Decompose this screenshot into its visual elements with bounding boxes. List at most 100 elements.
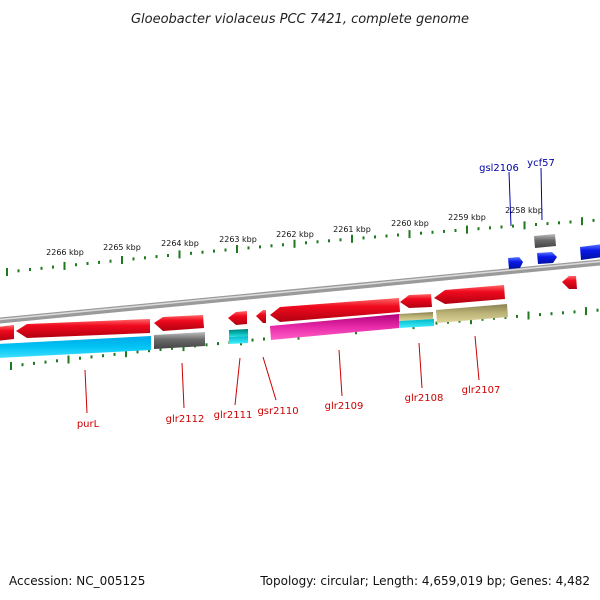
scale-tick-minor <box>136 350 139 354</box>
scale-tick-major <box>527 311 530 320</box>
scale-tick-minor <box>397 233 399 237</box>
scale-tick-minor <box>17 269 20 273</box>
gene-band-grey-glr2112[interactable] <box>154 332 205 349</box>
scale-tick-minor <box>362 236 365 240</box>
scale-tick-minor <box>148 349 150 353</box>
scale-tick-minor <box>247 246 250 250</box>
scale-tick-minor <box>132 257 135 261</box>
scale-tick-major <box>121 256 123 264</box>
gene-ycf57[interactable] <box>537 252 557 264</box>
scale-tick-minor <box>167 254 169 257</box>
scale-tick-major <box>351 234 353 243</box>
scale-tick-minor <box>504 315 507 319</box>
scale-tick-minor <box>316 240 319 244</box>
scale-tick-minor <box>420 231 422 235</box>
scale-tick-minor <box>98 260 100 264</box>
gene-label[interactable]: glr2109 <box>325 401 364 412</box>
scale-tick-major <box>585 307 587 316</box>
scale-tick-major <box>466 225 468 234</box>
scale-tick-minor <box>339 238 342 242</box>
scale-tick-major <box>236 245 238 253</box>
tick-label: 2261 kbp <box>333 225 371 234</box>
scale-tick-major <box>178 250 181 259</box>
scale-tick-minor <box>454 229 457 232</box>
scale-tick-minor <box>516 314 518 318</box>
gene-gsr2110[interactable] <box>256 310 266 323</box>
scale-tick-minor <box>535 223 537 226</box>
gene-glr2107[interactable] <box>434 285 505 304</box>
gene-label[interactable]: glr2111 <box>214 410 253 421</box>
scale-tick-minor <box>550 312 553 316</box>
scale-tick-minor <box>109 259 112 263</box>
scale-tick-minor <box>251 338 254 342</box>
accession-text: Accession: NC_005125 <box>9 574 146 588</box>
scale-tick-minor <box>144 256 146 260</box>
scale-tick-minor <box>171 346 173 350</box>
scale-tick-minor <box>52 265 54 269</box>
scale-ticks-outer <box>6 217 595 276</box>
scale-tick-minor <box>328 239 330 243</box>
scale-tick-minor <box>500 225 503 229</box>
scale-tick-major <box>408 230 411 239</box>
scale-tick-minor <box>155 255 158 259</box>
gene-label[interactable]: purL <box>77 419 100 430</box>
scale-tick-minor <box>113 352 116 356</box>
gene-glr2112[interactable] <box>154 315 204 331</box>
gene-band-khaki-glr2107[interactable] <box>436 304 508 323</box>
scale-tick-minor <box>596 308 599 312</box>
gene-gsl2106[interactable] <box>508 257 523 269</box>
gene-band-glr2108[interactable] <box>399 312 434 328</box>
scale-tick-minor <box>56 359 58 363</box>
scale-tick-minor <box>224 248 227 252</box>
gene-label[interactable]: glr2112 <box>166 414 205 425</box>
scale-tick-minor <box>75 263 77 267</box>
gene-band-magenta-glr2109[interactable] <box>270 314 399 340</box>
gene-glr2111[interactable] <box>228 311 247 325</box>
gene-red-right[interactable] <box>562 276 577 289</box>
scale-tick-major <box>6 268 8 276</box>
scale-tick-minor <box>481 317 484 321</box>
gene-label[interactable]: gsl2106 <box>479 163 519 174</box>
scale-tick-major <box>10 362 12 370</box>
scale-tick-minor <box>305 241 307 245</box>
map-title: Gloeobacter violaceus PCC 7421, complete… <box>131 12 469 27</box>
scale-tick-minor <box>573 310 576 314</box>
scale-tick-major <box>67 355 70 364</box>
scale-tick-minor <box>592 218 595 222</box>
gene-label[interactable]: glr2108 <box>405 393 444 404</box>
gene-band-cyan-purL[interactable] <box>0 336 151 358</box>
scale-tick-minor <box>102 354 104 358</box>
gene-purL[interactable] <box>16 319 150 338</box>
scale-tick-minor <box>489 226 491 230</box>
scale-tick-minor <box>205 343 208 347</box>
scale-tick-minor <box>546 222 549 226</box>
tick-label: 2266 kbp <box>46 248 84 257</box>
scale-tick-minor <box>90 355 93 359</box>
label-leaders <box>84 167 543 414</box>
scale-tick-minor <box>86 262 89 265</box>
gene-glr2109[interactable] <box>270 298 400 322</box>
tick-label: 2262 kbp <box>276 230 314 239</box>
scale-tick-minor <box>385 234 388 238</box>
tick-label: 2258 kbp <box>505 206 543 215</box>
gene-label[interactable]: glr2107 <box>462 385 501 396</box>
gene-label[interactable]: gsr2110 <box>257 406 298 417</box>
gene-red-left-edge[interactable] <box>0 325 14 341</box>
gene-band-teal-glr2111[interactable] <box>229 329 248 344</box>
scale-tick-minor <box>44 360 47 364</box>
scale-tick-minor <box>159 348 162 351</box>
scale-tick-minor <box>512 224 514 228</box>
scale-tick-minor <box>190 251 192 255</box>
gene-grey-forward[interactable] <box>534 234 556 248</box>
tick-label: 2263 kbp <box>219 235 257 244</box>
scale-labels: 2266 kbp 2265 kbp 2264 kbp 2263 kbp 2262… <box>46 206 543 257</box>
tick-label: 2259 kbp <box>448 213 486 222</box>
gene-glr2108[interactable] <box>400 294 432 308</box>
scale-tick-minor <box>569 220 572 224</box>
scale-tick-minor <box>562 311 564 315</box>
scale-tick-minor <box>29 268 31 271</box>
tick-label: 2260 kbp <box>391 219 429 228</box>
gene-blue-edge[interactable] <box>580 244 600 260</box>
gene-label[interactable]: ycf57 <box>527 158 555 169</box>
